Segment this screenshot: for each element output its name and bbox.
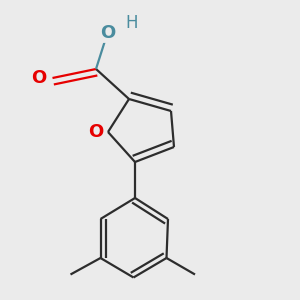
Text: O: O	[32, 69, 46, 87]
Text: H: H	[126, 14, 138, 32]
Text: O: O	[100, 24, 116, 42]
Text: O: O	[88, 123, 103, 141]
